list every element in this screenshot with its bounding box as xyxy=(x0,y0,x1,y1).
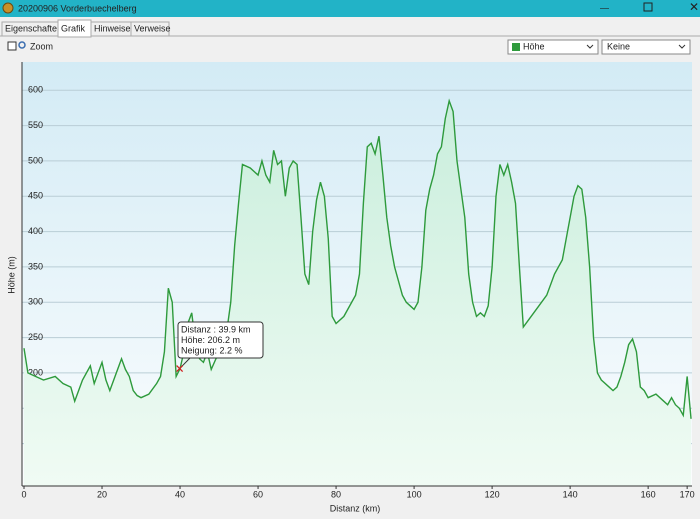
y-tick-label: 500 xyxy=(28,155,43,165)
dropdown-label[interactable]: Höhe xyxy=(523,41,545,51)
x-tick-label: 40 xyxy=(175,489,185,499)
x-tick-label: 80 xyxy=(331,489,341,499)
x-tick-label: 170 xyxy=(680,489,695,499)
y-tick-label: 300 xyxy=(28,297,43,307)
dropdown-arrow xyxy=(678,44,686,49)
x-axis-label: Distanz (km) xyxy=(330,503,381,513)
close[interactable]: ✕ xyxy=(689,0,699,14)
x-tick-label: 100 xyxy=(407,489,422,499)
area xyxy=(24,100,692,486)
tooltip-line: Distanz : 39.9 km xyxy=(181,324,251,334)
x-tick-label: 60 xyxy=(253,489,263,499)
x-tick-label: 160 xyxy=(641,489,656,499)
marker xyxy=(176,365,184,373)
line xyxy=(23,98,692,419)
window-title: 20200906 Vorderbuechelberg xyxy=(18,3,137,13)
tab-label[interactable]: Grafik xyxy=(61,23,86,33)
maximize[interactable] xyxy=(643,2,653,12)
app-icon xyxy=(2,2,14,14)
minimize[interactable]: — xyxy=(600,2,609,12)
swatch xyxy=(512,43,520,51)
dropdown-arrow xyxy=(586,44,594,49)
tooltip-line: Neigung: 2.2 % xyxy=(181,345,243,355)
x-tick-label: 20 xyxy=(97,489,107,499)
y-tick-label: 350 xyxy=(28,261,43,271)
y-tick-label: 550 xyxy=(28,120,43,130)
zoom-label[interactable]: Zoom xyxy=(30,41,53,51)
tab-label[interactable]: Verweise xyxy=(134,23,171,33)
dropdown-label[interactable]: Keine xyxy=(607,41,630,51)
y-tick-label: 200 xyxy=(28,367,43,377)
tab-label[interactable]: Eigenschaften xyxy=(5,23,62,33)
tooltip-line: Höhe: 206.2 m xyxy=(181,335,240,345)
y-tick-label: 450 xyxy=(28,191,43,201)
y-tick-label: 250 xyxy=(28,332,43,342)
dropdown[interactable] xyxy=(601,39,691,55)
y-tick-label: 600 xyxy=(28,85,43,95)
x-tick-label: 0 xyxy=(21,489,26,499)
x-tick-label: 120 xyxy=(485,489,500,499)
dropdown[interactable] xyxy=(507,39,599,55)
tab[interactable] xyxy=(130,21,170,37)
title-bar xyxy=(0,0,700,17)
y-axis-label: Höhe (m) xyxy=(6,256,16,294)
zoom-icon xyxy=(18,41,26,49)
tooltip xyxy=(177,321,264,359)
x-tick-label: 140 xyxy=(563,489,578,499)
y-tick-label: 400 xyxy=(28,226,43,236)
tab-label[interactable]: Hinweise xyxy=(94,23,131,33)
zoom-checkbox[interactable] xyxy=(7,41,17,51)
